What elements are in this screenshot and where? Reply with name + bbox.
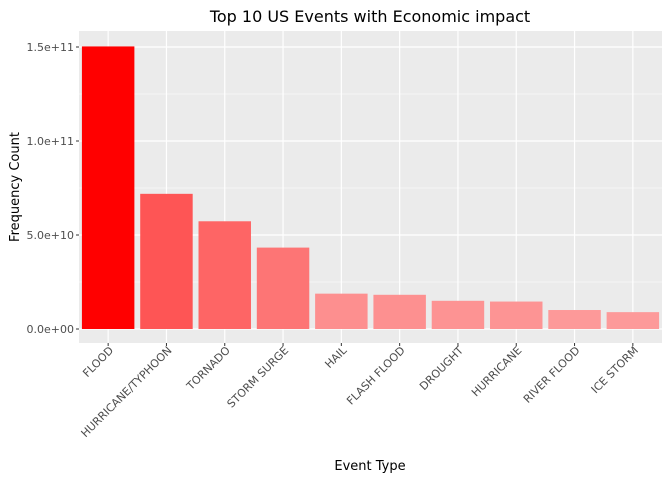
bar-hurricane	[490, 301, 543, 329]
x-tick-label: RIVER FLOOD	[521, 344, 583, 406]
x-tick-label: TORNADO	[183, 344, 233, 394]
bar-hail	[315, 293, 368, 329]
bar-drought	[431, 300, 485, 329]
x-tick-label: FLOOD	[80, 344, 116, 380]
bar-tornado	[198, 221, 251, 329]
chart-title: Top 10 US Events with Economic impact	[209, 7, 530, 26]
y-axis: 0.0e+00 5.0e+10 1.0e+11 1.5e+11	[27, 41, 79, 336]
bar-flood	[81, 46, 135, 329]
x-tick-label: HAIL	[322, 343, 350, 371]
x-tick-label: FLASH FLOOD	[344, 344, 408, 408]
bar-ice-storm	[606, 312, 660, 329]
bars	[81, 46, 660, 329]
bar-hurricane-typhoon	[140, 193, 193, 329]
y-tick-label: 1.0e+11	[27, 135, 74, 148]
bar-storm-surge	[256, 247, 310, 329]
y-tick-label: 5.0e+10	[27, 229, 74, 242]
y-tick-label: 0.0e+00	[27, 323, 74, 336]
x-tick-label: ICE STORM	[589, 344, 641, 396]
bar-river-flood	[548, 310, 601, 329]
y-tick-label: 1.5e+11	[27, 41, 74, 54]
x-tick-label: DROUGHT	[417, 344, 466, 393]
x-tick-label: HURRICANE	[469, 344, 524, 399]
x-tick-label: STORM SURGE	[225, 344, 292, 411]
bar-flash-flood	[373, 294, 426, 329]
x-axis-title: Event Type	[334, 459, 405, 474]
y-axis-title: Frequency Count	[8, 132, 23, 242]
